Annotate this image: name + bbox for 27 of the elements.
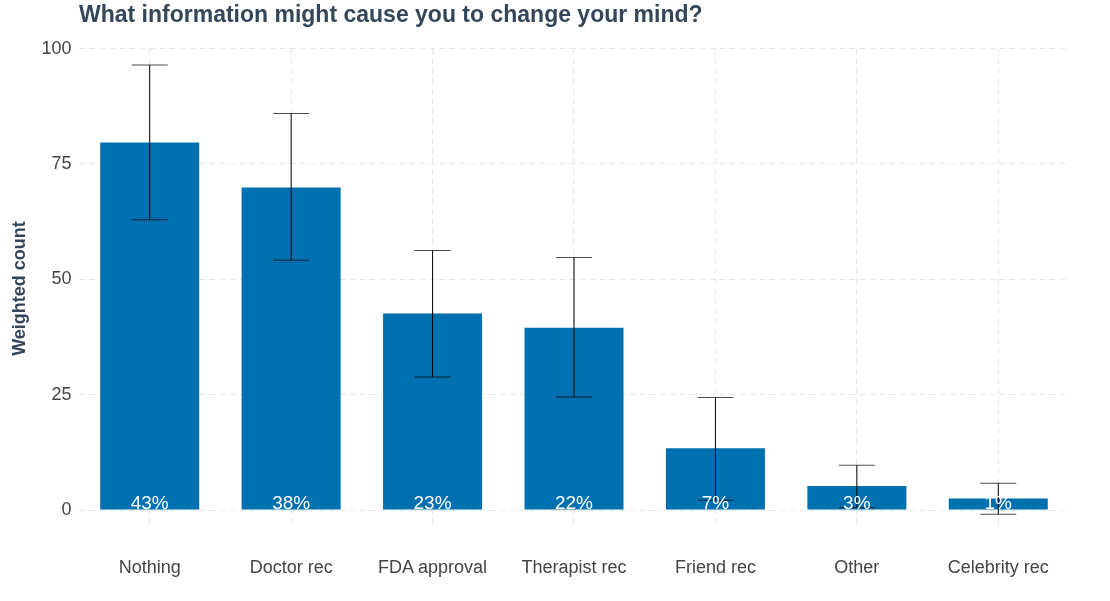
annotation: 38% bbox=[272, 491, 311, 513]
x-tick-label: Celebrity rec bbox=[947, 556, 1049, 577]
annotation: 23% bbox=[413, 491, 452, 513]
bar bbox=[100, 142, 200, 510]
annotation: 7% bbox=[701, 491, 730, 513]
bar bbox=[665, 448, 765, 510]
x-tick-label: Doctor rec bbox=[249, 556, 333, 577]
annotation: 3% bbox=[843, 491, 871, 513]
y-axis-title: Weighted count bbox=[9, 221, 30, 356]
bar bbox=[807, 486, 907, 510]
x-tick-label: Other bbox=[834, 556, 880, 577]
annotation: 43% bbox=[130, 491, 169, 513]
y-tick-label: 0 bbox=[61, 499, 72, 520]
x-tick-label: Therapist rec bbox=[521, 556, 627, 577]
bar bbox=[524, 327, 624, 510]
x-tick-label: FDA approval bbox=[378, 556, 488, 577]
bar bbox=[241, 187, 341, 510]
annotation: 22% bbox=[554, 491, 594, 513]
bar bbox=[948, 498, 1048, 510]
y-tick-label: 75 bbox=[51, 152, 72, 173]
x-tick-label: Friend rec bbox=[674, 556, 756, 577]
chart-title: What information might cause you to change your mind? bbox=[79, 1, 703, 27]
y-tick-label: 25 bbox=[51, 383, 72, 404]
y-tick-label: 100 bbox=[41, 37, 72, 58]
bar bbox=[383, 313, 483, 510]
x-tick-label: Nothing bbox=[118, 556, 181, 577]
y-tick-label: 50 bbox=[51, 268, 72, 289]
